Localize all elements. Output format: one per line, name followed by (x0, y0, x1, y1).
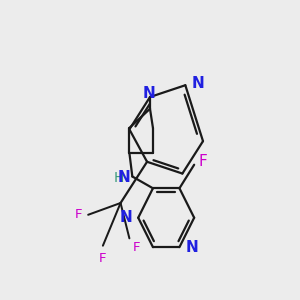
Text: F: F (199, 154, 207, 169)
Text: F: F (99, 252, 106, 265)
Text: H: H (113, 171, 124, 185)
Text: N: N (142, 86, 155, 101)
Text: F: F (132, 241, 140, 254)
Text: F: F (75, 208, 82, 221)
Text: N: N (191, 76, 204, 91)
Text: N: N (118, 170, 131, 185)
Text: N: N (185, 240, 198, 255)
Text: N: N (120, 210, 132, 225)
